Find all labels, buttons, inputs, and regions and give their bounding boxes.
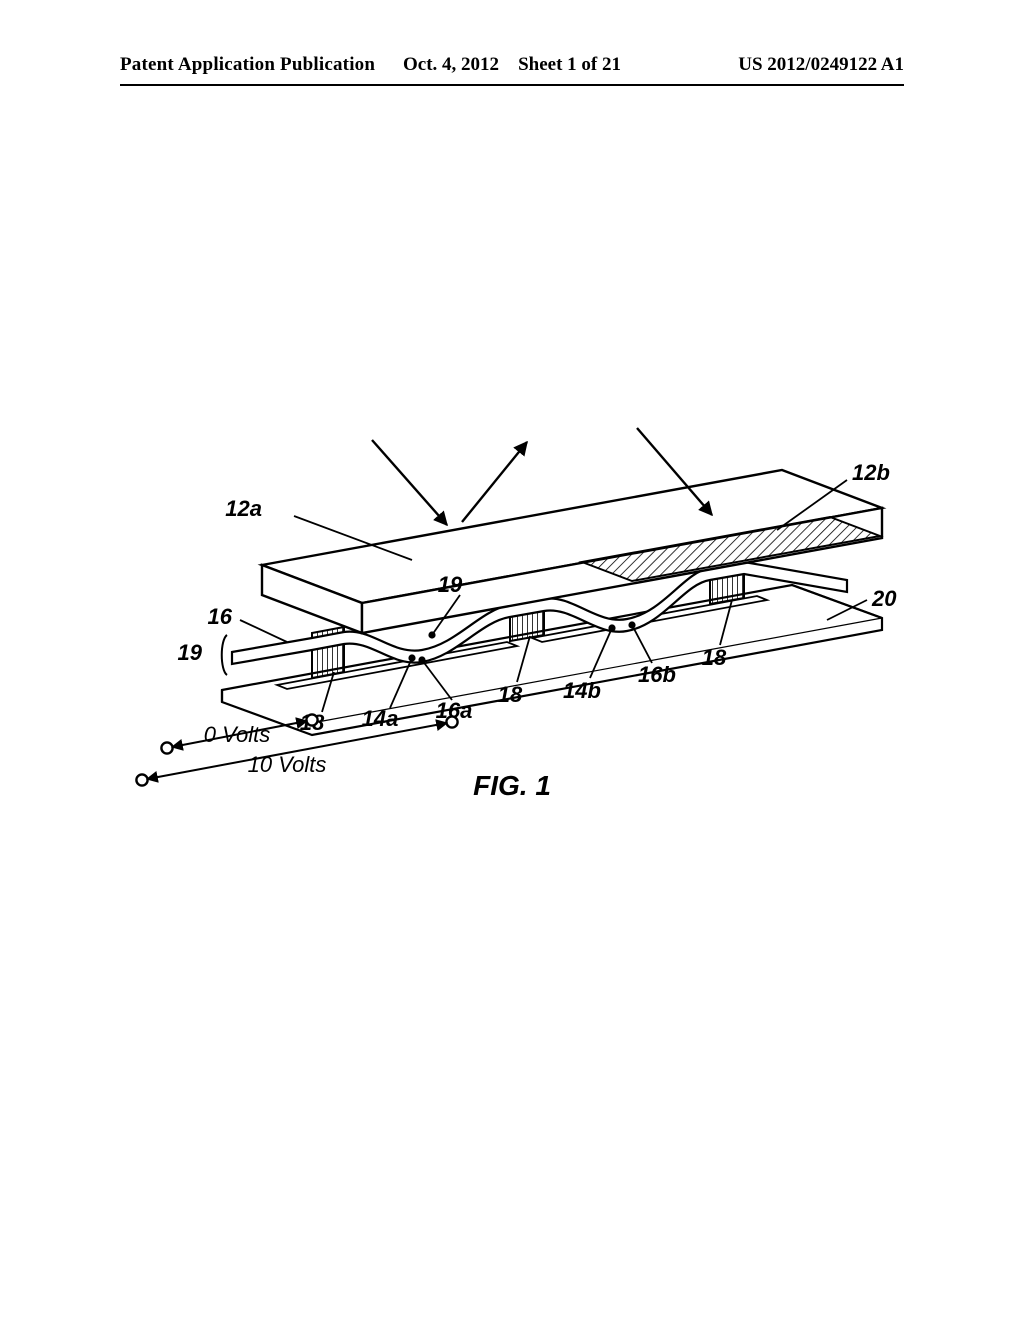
header-rule <box>120 84 904 86</box>
label-0v: 0 Volts <box>204 722 270 747</box>
figure-caption: FIG. 1 <box>0 770 1024 802</box>
label-16a: 16a <box>436 698 473 723</box>
label-12b: 12b <box>852 460 890 485</box>
label-18-3: 18 <box>702 645 727 670</box>
label-12a: 12a <box>225 496 262 521</box>
label-18-2: 18 <box>498 682 523 707</box>
label-20: 20 <box>871 586 897 611</box>
label-16: 16 <box>208 604 233 629</box>
leader-16 <box>240 620 287 642</box>
brace-19 <box>222 635 227 675</box>
label-19: 19 <box>438 572 463 597</box>
header-date: Oct. 4, 2012 <box>403 54 499 75</box>
label-14a: 14a <box>362 706 399 731</box>
label-16b: 16b <box>638 662 676 687</box>
label-19brace: 19 <box>178 640 203 665</box>
light-rays-left <box>372 440 527 525</box>
header-pubno: US 2012/0249122 A1 <box>738 54 904 76</box>
label-14b: 14b <box>563 678 601 703</box>
header-sheet: Sheet 1 of 21 <box>518 54 621 75</box>
